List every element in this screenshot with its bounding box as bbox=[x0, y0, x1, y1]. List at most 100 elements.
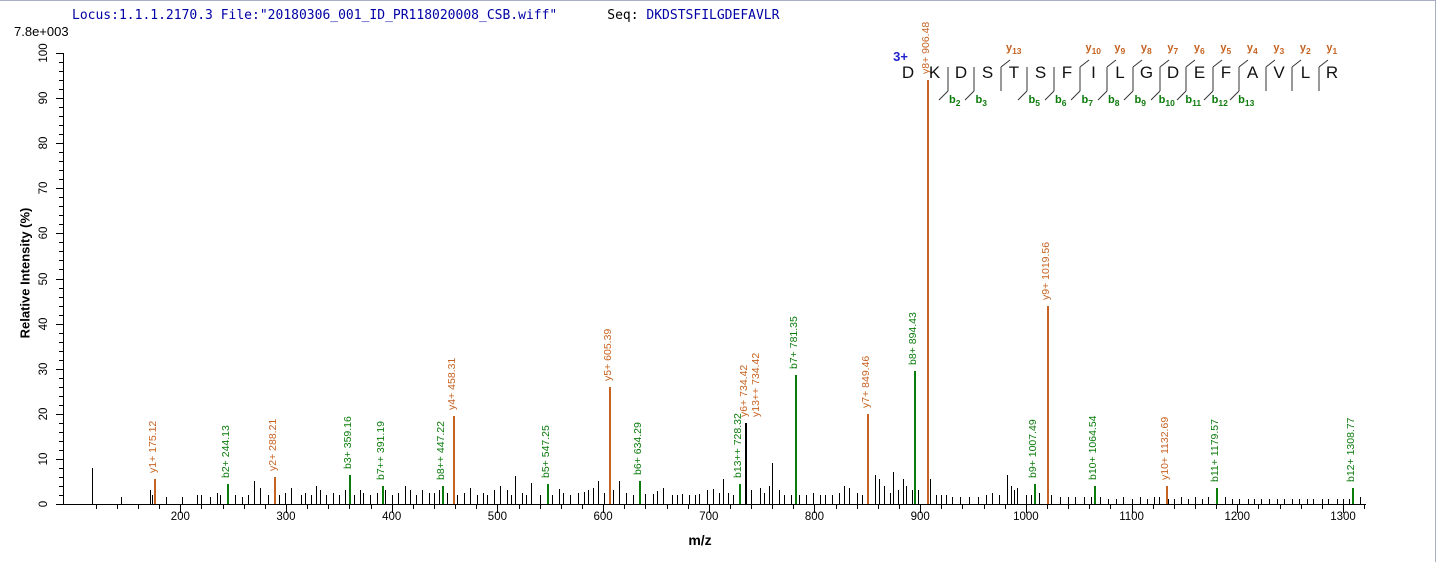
peak bbox=[1239, 498, 1241, 504]
peak bbox=[1014, 490, 1016, 504]
x-minor-tick bbox=[877, 505, 879, 509]
peak bbox=[552, 494, 554, 504]
y-minor-tick bbox=[59, 467, 63, 469]
peak bbox=[1313, 498, 1315, 504]
peak bbox=[428, 492, 430, 504]
y-minor-tick bbox=[59, 395, 63, 397]
peak bbox=[1292, 499, 1294, 504]
peak-label: b8++ 447.22 bbox=[434, 420, 447, 480]
y-minor-tick bbox=[59, 287, 63, 289]
x-tick-label: 700 bbox=[699, 511, 719, 523]
x-minor-tick bbox=[983, 505, 985, 509]
peak bbox=[763, 492, 765, 504]
residue-letter: D bbox=[1166, 63, 1180, 82]
y-minor-tick bbox=[59, 314, 63, 316]
y-minor-tick bbox=[59, 161, 63, 163]
peak bbox=[521, 492, 523, 504]
peak bbox=[577, 492, 579, 504]
peak-label: b12+ 1308.77 bbox=[1345, 417, 1358, 483]
peak bbox=[1068, 497, 1070, 504]
peak bbox=[332, 492, 334, 504]
residue-letter: A bbox=[1246, 63, 1259, 82]
peak bbox=[1123, 497, 1125, 504]
peak bbox=[1224, 497, 1226, 504]
peak bbox=[1059, 497, 1061, 504]
peak bbox=[856, 492, 858, 504]
peak bbox=[284, 492, 286, 504]
peak bbox=[149, 490, 151, 504]
peak bbox=[677, 494, 679, 504]
peak bbox=[1108, 498, 1110, 504]
x-minor-tick bbox=[1364, 505, 1366, 509]
peak bbox=[1247, 499, 1249, 504]
residue-letter: D bbox=[954, 63, 968, 82]
x-tick bbox=[814, 505, 816, 513]
x-tick-label: 500 bbox=[487, 511, 507, 523]
peak bbox=[1031, 494, 1033, 504]
peak bbox=[165, 497, 167, 504]
y-tick bbox=[56, 368, 63, 370]
y-minor-tick bbox=[59, 224, 63, 226]
peak bbox=[941, 494, 943, 504]
peak bbox=[1349, 499, 1351, 504]
b-ion-label: b12 bbox=[1211, 94, 1228, 109]
cleavage-mark bbox=[1070, 59, 1090, 101]
peak-label: b9+ 1007.49 bbox=[1026, 419, 1039, 478]
peak bbox=[588, 490, 590, 504]
residue-letter: L bbox=[1115, 63, 1125, 82]
y-minor-tick bbox=[59, 359, 63, 361]
cleavage-mark bbox=[1265, 59, 1276, 91]
peak bbox=[391, 494, 393, 504]
y-minor-tick bbox=[59, 197, 63, 199]
peak bbox=[469, 488, 471, 504]
residue-letter: D bbox=[901, 63, 915, 82]
peak bbox=[319, 490, 321, 504]
fragment-peak bbox=[1046, 305, 1049, 504]
x-minor-tick bbox=[1279, 505, 1281, 509]
fragment-peak bbox=[794, 375, 797, 504]
fragment-peak bbox=[382, 485, 385, 504]
peak bbox=[1131, 498, 1133, 504]
peak bbox=[457, 494, 459, 504]
x-minor-tick bbox=[307, 505, 309, 509]
cleavage-mark bbox=[964, 67, 975, 101]
y-tick-label: 80 bbox=[38, 136, 50, 150]
y-minor-tick bbox=[59, 422, 63, 424]
fragment-peak bbox=[441, 485, 444, 504]
peak bbox=[369, 494, 371, 504]
x-axis-line bbox=[63, 504, 1366, 505]
peak bbox=[772, 463, 774, 504]
peak bbox=[405, 485, 407, 504]
y-minor-tick bbox=[59, 71, 63, 73]
peak-label: y9+ 1019.56 bbox=[1039, 241, 1052, 300]
peak bbox=[903, 479, 905, 504]
seq-label: Seq: bbox=[607, 8, 639, 23]
y-minor-tick bbox=[59, 449, 63, 451]
peak bbox=[1181, 497, 1183, 504]
peak bbox=[254, 481, 256, 504]
cleavage-mark bbox=[1176, 59, 1196, 101]
y-minor-tick bbox=[59, 179, 63, 181]
peak bbox=[844, 485, 846, 504]
peak bbox=[597, 481, 599, 504]
x-minor-tick bbox=[666, 505, 668, 509]
peak bbox=[898, 490, 899, 504]
cleavage-mark bbox=[1044, 67, 1055, 101]
peak bbox=[311, 494, 313, 504]
peak bbox=[1115, 498, 1117, 504]
peak bbox=[515, 476, 517, 504]
peak bbox=[1202, 498, 1204, 504]
b-ion-label: b3 bbox=[975, 94, 987, 109]
peak bbox=[1017, 488, 1019, 504]
y-minor-tick bbox=[59, 80, 63, 82]
x-tick bbox=[1131, 505, 1133, 513]
x-minor-tick bbox=[264, 505, 266, 509]
peak bbox=[884, 485, 886, 504]
peak bbox=[1091, 497, 1093, 504]
x-minor-tick bbox=[581, 505, 583, 509]
peak-label: b3+ 359.16 bbox=[341, 415, 354, 469]
peak bbox=[798, 494, 800, 504]
x-tick bbox=[391, 505, 393, 513]
peak bbox=[326, 494, 328, 504]
cleavage-mark bbox=[938, 67, 949, 101]
